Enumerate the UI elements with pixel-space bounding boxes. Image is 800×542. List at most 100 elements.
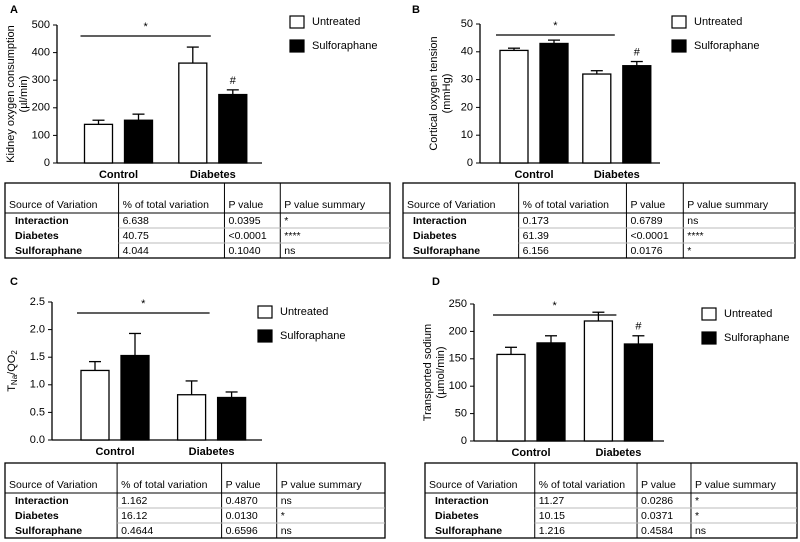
- y-axis-label-part: T: [6, 385, 18, 392]
- table-cell: *: [695, 495, 699, 507]
- panel-label: B: [412, 4, 420, 16]
- y-tick-label: 500: [32, 19, 50, 31]
- table-cell: Sulforaphane: [435, 525, 502, 537]
- table-cell: 0.0130: [226, 510, 258, 522]
- hash-mark: #: [230, 75, 237, 87]
- table-header: P value summary: [695, 479, 777, 491]
- y-tick-label: 200: [32, 102, 50, 114]
- x-tick-label: Control: [95, 446, 134, 458]
- x-tick-label: Diabetes: [594, 169, 640, 181]
- y-tick-label: 0.5: [30, 406, 45, 418]
- table-cell: Diabetes: [15, 230, 59, 242]
- table-cell: Diabetes: [413, 230, 457, 242]
- table-border: [402, 182, 796, 259]
- y-tick-label: 2.5: [30, 296, 45, 308]
- y-axis-label: (mmHg): [441, 74, 453, 114]
- table-cell: 0.0371: [641, 510, 673, 522]
- table-header: % of total variation: [123, 199, 210, 211]
- significance-mark: *: [553, 20, 558, 32]
- bar: [120, 354, 150, 441]
- table-header: Source of Variation: [429, 479, 518, 491]
- legend-swatch: [289, 39, 305, 53]
- table-header: P value: [641, 479, 676, 491]
- table-header: P value: [228, 199, 263, 211]
- table-border: [4, 462, 386, 539]
- table-cell: ****: [284, 230, 300, 242]
- table-cell: 0.6596: [226, 525, 258, 537]
- table-cell: *: [687, 245, 691, 257]
- legend-swatch: [701, 307, 717, 321]
- table-cell: 16.12: [121, 510, 147, 522]
- y-axis-label: Kidney oxygen consumption: [5, 25, 17, 163]
- table-cell: ns: [284, 245, 295, 257]
- y-tick-label: 400: [32, 47, 50, 59]
- y-tick-label: 250: [449, 298, 467, 310]
- y-tick-label: 2.0: [30, 324, 45, 336]
- legend-label: Untreated: [724, 308, 772, 320]
- table-cell: *: [695, 510, 699, 522]
- legend-swatch: [257, 329, 273, 343]
- y-axis-label: (µmol/min): [435, 346, 447, 398]
- table-cell: 0.4584: [641, 525, 673, 537]
- table-cell: 40.75: [123, 230, 149, 242]
- bar: [583, 320, 614, 442]
- table-header: Source of Variation: [407, 199, 496, 211]
- table-header: P value: [226, 479, 261, 491]
- y-tick-label: 100: [449, 380, 467, 392]
- y-tick-label: 150: [449, 353, 467, 365]
- hash-mark: #: [634, 46, 641, 58]
- y-tick-label: 0: [44, 157, 50, 169]
- y-axis-label-part: /QO: [6, 354, 18, 375]
- table-header: Source of Variation: [9, 199, 98, 211]
- panel-label: A: [10, 4, 18, 16]
- y-tick-label: 100: [32, 129, 50, 141]
- table-header: % of total variation: [523, 199, 610, 211]
- table-header: P value summary: [281, 479, 363, 491]
- x-tick-label: Control: [511, 447, 550, 459]
- bar: [216, 396, 247, 441]
- legend-swatch: [257, 305, 273, 319]
- table-cell: ns: [281, 525, 292, 537]
- legend-label: Sulforaphane: [280, 330, 345, 342]
- y-tick-label: 200: [449, 325, 467, 337]
- legend-label: Sulforaphane: [724, 332, 789, 344]
- table-cell: <0.0001: [228, 230, 266, 242]
- table-cell: Interaction: [413, 215, 467, 227]
- table-cell: 10.15: [539, 510, 565, 522]
- bar: [218, 93, 248, 164]
- significance-mark: *: [553, 300, 558, 312]
- table-cell: 1.162: [121, 495, 147, 507]
- table-cell: ns: [281, 495, 292, 507]
- y-axis-label-part: Na: [10, 374, 19, 385]
- y-tick-label: 0: [467, 157, 473, 169]
- table-cell: 0.0176: [630, 245, 662, 257]
- bar: [83, 123, 114, 164]
- table-cell: *: [284, 215, 288, 227]
- bar: [176, 394, 207, 441]
- table-header: P value summary: [284, 199, 366, 211]
- table-cell: 6.638: [123, 215, 149, 227]
- y-tick-label: 20: [461, 101, 473, 113]
- y-tick-label: 300: [32, 74, 50, 86]
- bar: [123, 119, 154, 164]
- table-cell: 0.0395: [228, 215, 260, 227]
- y-axis-label: TNa/QO2: [6, 350, 19, 392]
- bar: [536, 342, 566, 442]
- y-tick-label: 1.0: [30, 379, 45, 391]
- significance-mark: *: [144, 21, 149, 33]
- legend-swatch: [701, 331, 717, 345]
- table-header: Source of Variation: [9, 479, 98, 491]
- y-tick-label: 0: [461, 435, 467, 447]
- legend-label: Untreated: [280, 306, 328, 318]
- bar: [582, 73, 612, 164]
- legend-label: Untreated: [312, 16, 360, 28]
- y-axis-label: Transported sodium: [422, 324, 434, 421]
- table-header: P value summary: [687, 199, 769, 211]
- table-cell: ****: [687, 230, 703, 242]
- table-header: % of total variation: [121, 479, 208, 491]
- y-tick-label: 10: [461, 129, 473, 141]
- table-cell: Interaction: [435, 495, 489, 507]
- table-cell: 0.0286: [641, 495, 673, 507]
- y-axis-label: (µl/min): [18, 76, 30, 113]
